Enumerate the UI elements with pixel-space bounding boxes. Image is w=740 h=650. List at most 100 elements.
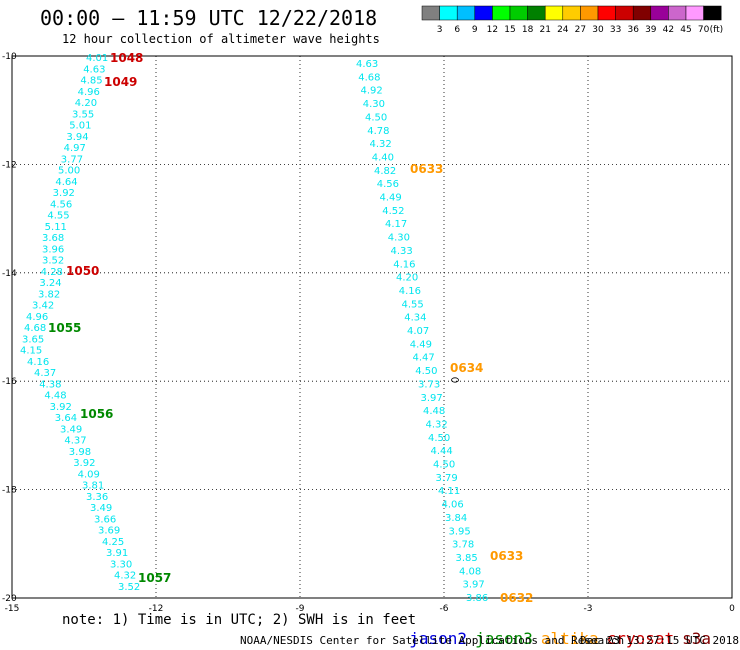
colorbar-swatch	[597, 5, 616, 21]
swh-value: 4.38	[39, 379, 61, 390]
legend-cryosat: cryosat	[606, 629, 675, 648]
swh-value: 3.79	[436, 473, 458, 484]
swh-value: 4.96	[78, 87, 100, 98]
swh-value: 4.08	[459, 566, 481, 577]
swh-value: 4.68	[24, 323, 46, 334]
lat-tick-label: -12	[2, 160, 17, 170]
swh-value: 5.01	[69, 121, 91, 132]
swh-value: 4.85	[80, 76, 102, 87]
colorbar-tick-label: 3	[437, 25, 443, 35]
footnote: note: 1) Time is in UTC; 2) SWH is in fe…	[62, 612, 417, 628]
swh-value: 4.25	[102, 537, 124, 548]
swh-value: 3.66	[94, 514, 116, 525]
lat-tick-label: -16	[2, 377, 17, 387]
swh-value: 4.15	[20, 346, 42, 357]
colorbar-tick-label: 15	[504, 25, 515, 35]
pass-time-label: 0632	[500, 591, 533, 605]
map-subtitle: 12 hour collection of altimeter wave hei…	[62, 32, 380, 46]
swh-value: 4.11	[438, 486, 460, 497]
swh-value: 4.50	[365, 112, 387, 123]
lon-tick-label: 0	[729, 604, 735, 614]
colorbar-swatch	[474, 5, 493, 21]
pass-time-label: 0633	[490, 549, 523, 563]
pass-time-label: 1050	[66, 264, 99, 278]
swh-value: 3.94	[66, 132, 88, 143]
swh-value: 3.52	[118, 582, 140, 593]
swh-value: 4.50	[415, 366, 437, 377]
legend-jason2: jason2	[409, 629, 468, 648]
swh-value: 3.92	[50, 402, 72, 413]
swh-value: 4.30	[363, 99, 385, 110]
swh-value: 4.20	[396, 273, 418, 284]
swh-value: 4.30	[388, 233, 410, 244]
swh-value: 5.00	[58, 166, 80, 177]
lat-tick-label: -14	[2, 269, 17, 279]
swh-value: 4.78	[367, 126, 389, 137]
swh-value: 4.52	[382, 206, 404, 217]
swh-value: 4.28	[41, 267, 63, 278]
swh-value: 4.68	[358, 72, 380, 83]
pass-time-label: 1048	[110, 51, 143, 65]
swh-value: 4.33	[391, 246, 413, 257]
swh-value: 3.49	[60, 424, 82, 435]
colorbar-tick-label: 42	[663, 25, 674, 35]
map-title: 00:00 – 11:59 UTC 12/22/2018	[40, 6, 378, 30]
colorbar-swatch	[527, 5, 546, 21]
swh-value: 4.48	[44, 391, 66, 402]
credit-text: NOAA/NESDIS Center for Satellite Applica…	[240, 634, 625, 647]
swh-value: 4.63	[356, 59, 378, 70]
swh-value: 4.32	[370, 139, 392, 150]
swh-value: 3.36	[86, 492, 108, 503]
swh-value: 3.68	[42, 233, 64, 244]
swh-value: 3.81	[82, 481, 104, 492]
colorbar-tick-label: 18	[522, 25, 534, 35]
colorbar-swatch	[456, 5, 476, 21]
swh-value: 3.92	[73, 458, 95, 469]
swh-value: 3.95	[449, 526, 471, 537]
swh-value: 4.56	[50, 199, 72, 210]
swh-value: 4.56	[377, 179, 399, 190]
swh-value: 4.92	[361, 86, 383, 97]
colorbar-tick-label: 39	[645, 25, 657, 35]
pass-time-label: 1055	[48, 321, 81, 335]
swh-value: 4.07	[407, 326, 429, 337]
satellite-legend: jason2 jason3 altika cryosat s3a	[390, 610, 719, 648]
pass-time-label: 1057	[138, 571, 171, 585]
swh-value: 4.49	[380, 193, 402, 204]
swh-value: 4.17	[385, 219, 407, 230]
pass-time-label: 1056	[80, 407, 113, 421]
colorbar-swatch	[439, 5, 458, 21]
legend-jason3: jason3	[475, 629, 533, 648]
swh-value: 4.16	[399, 286, 421, 297]
swh-value: 3.84	[445, 513, 467, 524]
colorbar-tick-label: 6	[454, 25, 460, 35]
colorbar-tick-label: 36	[627, 25, 639, 35]
colorbar-tick-label: 21	[539, 25, 550, 35]
swh-value: 4.40	[372, 152, 394, 163]
swh-value: 3.24	[39, 278, 61, 289]
swh-value: 4.96	[26, 312, 48, 323]
swh-value: 3.97	[421, 393, 443, 404]
lat-tick-label: -10	[2, 52, 17, 62]
swh-value: 4.32	[114, 571, 136, 582]
colorbar-swatch	[615, 5, 634, 21]
swh-value: 3.92	[53, 188, 75, 199]
colorbar-tick-label: 45	[680, 25, 691, 35]
colorbar-swatch	[668, 5, 687, 21]
colorbar-tick-label: 24	[557, 25, 569, 35]
swh-value: 4.34	[404, 313, 426, 324]
swh-value: 4.16	[27, 357, 49, 368]
swh-value: 4.55	[47, 211, 69, 222]
lat-tick-label: -18	[2, 486, 17, 496]
swh-value: 4.32	[426, 419, 448, 430]
colorbar-swatch	[544, 5, 564, 21]
swh-value: 4.06	[442, 500, 464, 511]
colorbar-swatch	[650, 5, 669, 21]
swh-value: 3.96	[42, 244, 64, 255]
colorbar-swatch	[509, 5, 528, 21]
swh-value: 4.50	[433, 460, 455, 471]
swh-value: 3.73	[418, 379, 440, 390]
swh-value: 3.77	[61, 154, 83, 165]
swh-value: 4.44	[431, 446, 453, 457]
